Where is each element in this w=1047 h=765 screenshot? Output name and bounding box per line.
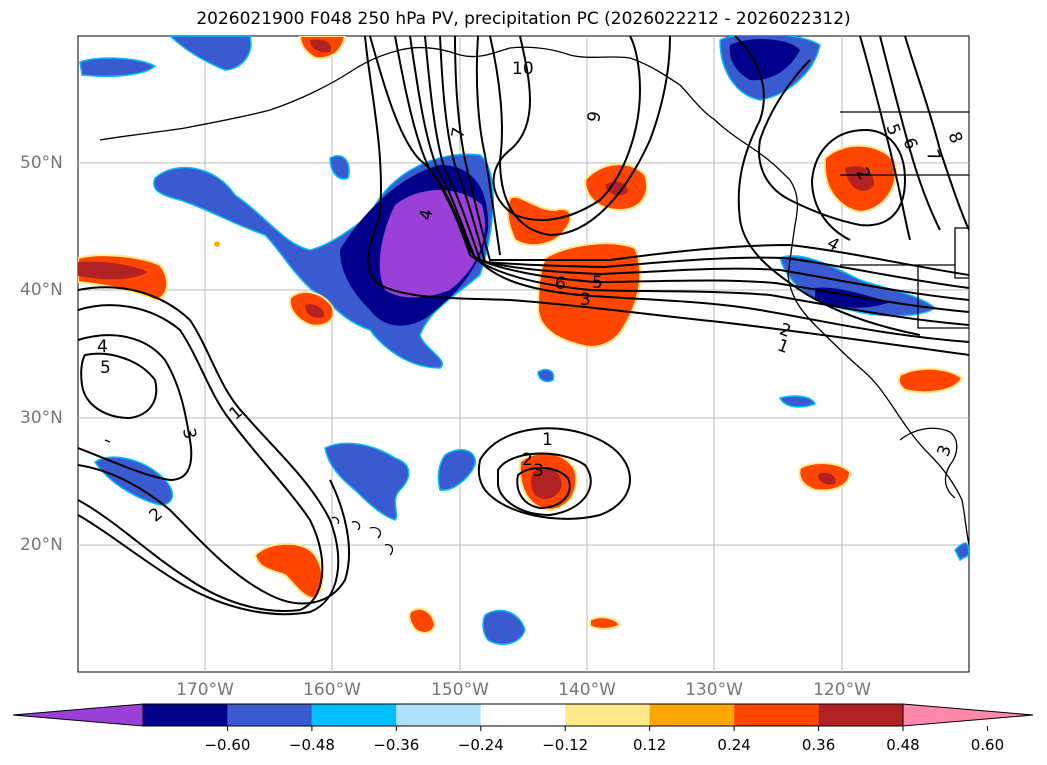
lon-label-140w: 140°W [558,680,616,700]
contour-label: 4 [416,208,438,222]
contour-label: 5 [592,273,603,293]
colorbar-tick-label: −0.36 [373,736,420,754]
colorbar-tick-label: 0.60 [970,736,1005,754]
contour-label: 2 [522,450,533,470]
contour-label: 10 [512,59,534,79]
coastlines [99,46,969,556]
lon-label-120w: 120°W [813,680,871,700]
colorbar-tick-label: 0.48 [886,736,920,754]
contour-label: 7 [448,126,470,140]
lon-label-150w: 150°W [431,680,489,700]
colorbar-tick-label: 0.36 [801,736,836,754]
colorbar-tick-label: −0.60 [204,736,251,754]
contour-label: 3 [178,427,200,441]
contour-label: 1 [542,430,553,450]
colorbar-tick-label: −0.48 [288,736,335,754]
contour-label: 4 [97,337,108,357]
lat-label-30n: 30°N [20,408,63,428]
colorbar-tick-label: −0.12 [542,736,589,754]
contour-label: 3 [533,461,544,481]
pv-negative-anomalies [79,36,969,646]
lat-label-20n: 20°N [20,535,63,555]
map-title: 2026021900 F048 250 hPa PV, precipitatio… [196,9,851,29]
contour-labels: 10 9 7 4 6 5 3 2 1 5 6 7 8 4 2 4 5 1 3 2… [97,59,966,526]
contour-label: 9 [584,110,606,124]
contour-label: 5 [100,358,111,378]
colorbar-tick-label: 0.24 [717,736,751,754]
pv-contours [78,36,969,616]
lat-label-40n: 40°N [20,280,63,300]
contour-label: 3 [580,290,591,310]
lon-label-160w: 160°W [303,680,361,700]
lon-label-170w: 170°W [176,680,234,700]
colorbar-tick-label: −0.24 [457,736,504,754]
contour-label: 6 [555,274,566,294]
lon-label-130w: 130°W [685,680,743,700]
lat-label-50n: 50°N [20,153,63,173]
colorbar-tick-label: 0.12 [632,736,667,754]
gridlines [78,36,969,672]
